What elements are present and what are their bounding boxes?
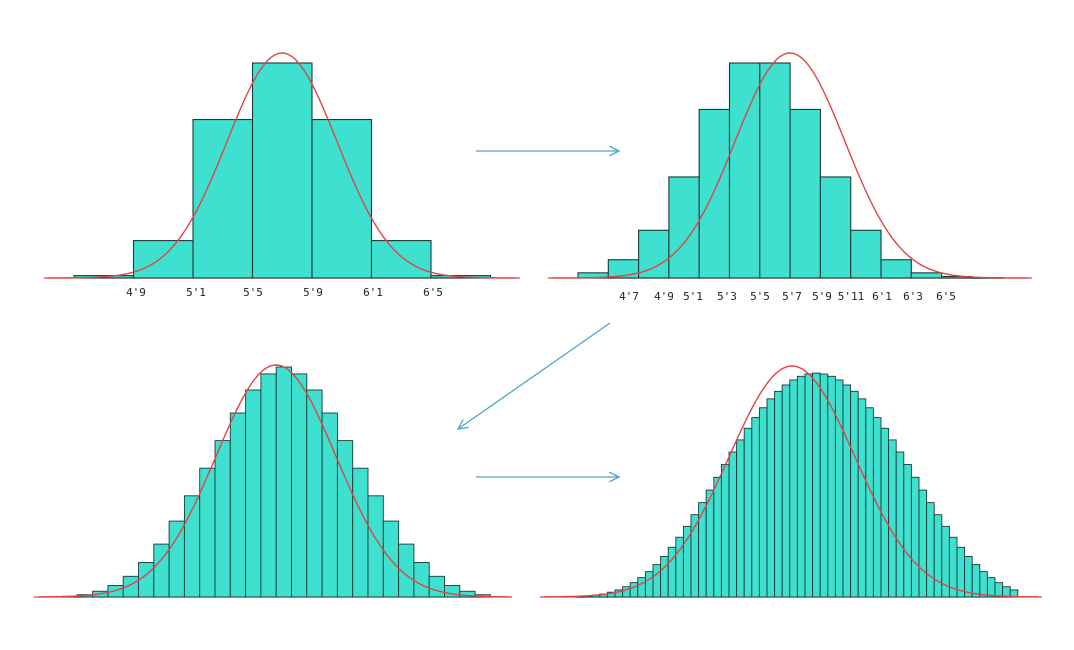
histogram-bar xyxy=(652,564,662,598)
x-tick-label: 5'11 xyxy=(838,290,865,303)
histogram-bar xyxy=(994,582,1004,598)
x-tick-label: 5'7 xyxy=(782,290,802,303)
x-tick-label: 5'9 xyxy=(303,286,323,299)
histogram-bar xyxy=(819,373,829,598)
histogram-bar xyxy=(629,582,639,598)
histogram-bar xyxy=(168,520,185,598)
histogram-bar xyxy=(766,398,776,598)
histogram-bar xyxy=(1002,586,1011,598)
histogram-bar xyxy=(933,514,943,598)
histogram-bar xyxy=(660,555,669,598)
histogram-bar xyxy=(759,62,791,279)
histogram-bar xyxy=(819,176,852,279)
histogram-bar xyxy=(743,427,753,598)
histogram-bar xyxy=(698,108,731,279)
histogram-bar xyxy=(903,464,912,598)
histogram-bar xyxy=(888,439,897,598)
normal-curve xyxy=(552,52,1028,279)
x-tick-label: 6'3 xyxy=(903,290,923,303)
histogram-bar xyxy=(910,272,943,279)
histogram-bar xyxy=(638,229,670,279)
histogram-bar xyxy=(796,375,806,598)
histogram-bar xyxy=(138,562,155,598)
histogram-bar xyxy=(986,577,996,598)
histogram-bar xyxy=(637,577,646,598)
histogram-bar xyxy=(682,525,692,598)
histogram-bar xyxy=(834,379,844,598)
x-tick-label: 5'9 xyxy=(812,290,832,303)
histogram-bar xyxy=(842,384,852,598)
histogram-bar xyxy=(774,390,783,598)
x-tick-label: 5'5 xyxy=(750,290,770,303)
histogram-bar xyxy=(789,108,821,279)
histogram-bar xyxy=(926,502,935,598)
histogram-bar xyxy=(872,417,882,598)
histogram-bar xyxy=(865,407,874,598)
histogram-bar xyxy=(895,451,905,598)
histogram-bar xyxy=(370,240,432,279)
histogram-bar xyxy=(781,384,791,598)
histogram-bar xyxy=(758,407,768,598)
histogram-28-bins xyxy=(34,364,512,598)
histogram-bar xyxy=(459,590,476,598)
histogram-bar xyxy=(804,373,814,598)
histogram-bar xyxy=(705,489,715,598)
x-tick-label: 4'9 xyxy=(126,286,146,299)
histogram-bar xyxy=(644,571,654,598)
x-tick-label: 4'7 xyxy=(619,290,639,303)
histogram-4-inch-bins: 4'9 5'1 5'5 5'9 6'1 6'5 xyxy=(44,52,520,299)
histogram-bar xyxy=(720,464,730,598)
normal-curve xyxy=(543,365,1039,598)
histogram-bar xyxy=(812,372,821,598)
histogram-56-bins xyxy=(540,365,1042,598)
histogram-bar xyxy=(251,62,313,279)
histogram-bar xyxy=(713,476,722,598)
x-tick-label: 6'1 xyxy=(363,286,383,299)
histogram-bar xyxy=(850,229,882,279)
histogram-bar xyxy=(918,489,928,598)
histogram-bar xyxy=(229,412,247,598)
x-tick-label: 5'5 xyxy=(243,286,263,299)
histogram-bar xyxy=(667,546,677,598)
histogram-bar xyxy=(428,575,445,598)
histogram-bar xyxy=(245,389,262,598)
x-tick-label: 5'3 xyxy=(717,290,737,303)
histogram-bar xyxy=(964,555,973,598)
histogram-bar xyxy=(214,440,231,598)
histogram-bar xyxy=(979,571,988,598)
histogram-bar xyxy=(910,476,920,598)
normal-curve xyxy=(48,52,516,279)
x-tick-label: 5'1 xyxy=(186,286,206,299)
histogram-bar xyxy=(306,389,323,598)
histogram-bar xyxy=(751,417,760,598)
histogram-bar xyxy=(413,562,430,598)
histogram-bar xyxy=(311,119,373,279)
x-tick-label: 4'9 xyxy=(654,290,674,303)
histogram-bar xyxy=(352,467,369,598)
x-tick-label: 6'1 xyxy=(872,290,892,303)
histogram-bar xyxy=(789,379,798,598)
histogram-bar xyxy=(971,564,981,598)
histogram-2-inch-bins: 4'7 4'9 5'1 5'3 5'5 5'7 5'9 5'11 6'1 6'3 6'5 xyxy=(548,52,1032,303)
histogram-bar xyxy=(275,366,292,598)
arrow-diagonal-down-left xyxy=(458,322,611,429)
histogram-bar xyxy=(132,240,194,279)
histogram-bar xyxy=(850,390,859,598)
histogram-bar xyxy=(291,373,308,598)
normal-curve xyxy=(37,364,509,598)
x-tick-label: 6'5 xyxy=(423,286,443,299)
histogram-bar xyxy=(260,373,277,598)
x-tick-label: 5'1 xyxy=(683,290,703,303)
histogram-bar xyxy=(880,259,912,279)
histogram-bar xyxy=(827,375,836,598)
histogram-bar xyxy=(857,398,867,598)
x-tick-label: 6'5 xyxy=(936,290,956,303)
histogram-bar xyxy=(728,451,738,598)
histogram-bar xyxy=(736,439,745,598)
